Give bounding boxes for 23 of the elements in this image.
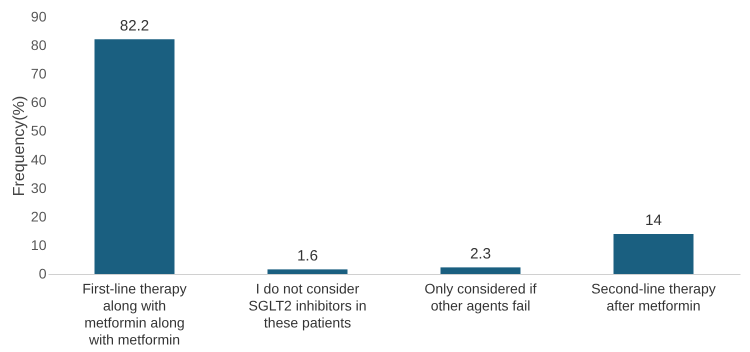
y-tick-label: 40 [30, 151, 47, 168]
y-tick-label: 10 [30, 236, 47, 253]
y-tick-label: 20 [30, 208, 47, 224]
data-label: 1.6 [297, 247, 318, 264]
bar [94, 39, 174, 274]
y-tick-label: 0 [38, 266, 47, 282]
bar [440, 267, 520, 274]
data-label: 2.3 [470, 245, 491, 262]
x-tick-label: I do not consider SGLT2 inhibitors in these patients [248, 280, 367, 330]
x-tick-label: First-line therapy along with metformin along with metformin [82, 280, 187, 348]
data-label: 14 [645, 212, 662, 230]
y-tick-label: 90 [30, 8, 47, 24]
x-tick-label: Only considered if other agents fail [424, 280, 537, 314]
y-tick-label: 50 [30, 122, 47, 139]
bar [268, 269, 348, 274]
y-axis-title: Frequency(%) [10, 96, 28, 196]
y-tick-label: 30 [30, 180, 47, 196]
y-tick-label: 60 [30, 94, 47, 110]
y-tick-label: 80 [30, 37, 47, 54]
data-label: 82.2 [120, 17, 150, 34]
y-tick-label: 70 [30, 66, 47, 82]
bar [614, 234, 694, 274]
x-tick-label: Second-line therapy after metformin [591, 280, 716, 314]
